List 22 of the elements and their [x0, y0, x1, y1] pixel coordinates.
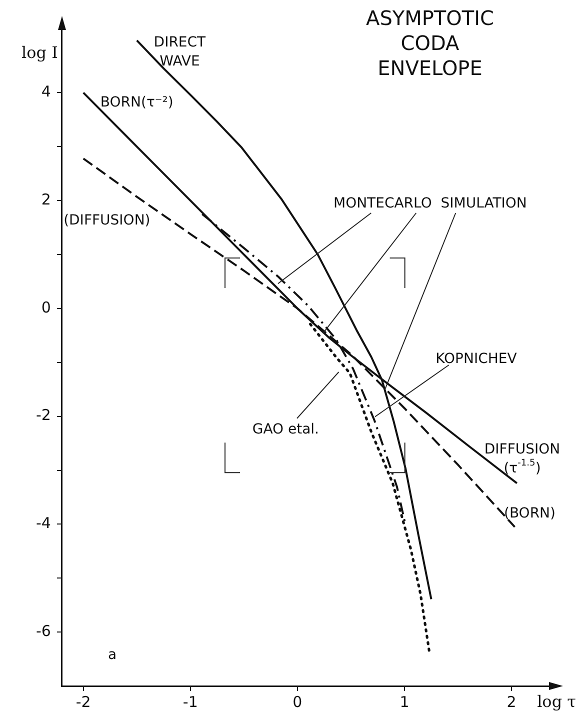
x-tick-label: 0 — [292, 692, 302, 711]
annotation: DIRECT WAVE — [154, 34, 206, 70]
y-tick-label: 4 — [41, 82, 51, 101]
y-tick-label: 2 — [41, 190, 51, 208]
y-tick-label: -2 — [36, 406, 51, 424]
y-tick-label: -6 — [36, 622, 51, 640]
annotation: (BORN) — [504, 506, 556, 522]
x-tick-label: -2 — [76, 692, 91, 711]
annotation: BORN(τ⁻²) — [100, 94, 174, 111]
annotation: a — [108, 646, 117, 663]
y-axis-title: log I — [22, 43, 58, 62]
x-tick-label: -1 — [182, 692, 198, 711]
annotation: MONTECARLO SIMULATION — [333, 195, 527, 212]
annotation: GAO etal. — [252, 421, 320, 438]
x-axis-title: log τ — [537, 692, 576, 712]
x-tick-label: 2 — [506, 692, 516, 711]
y-tick-label: -4 — [36, 514, 51, 532]
y-tick-label: 0 — [41, 298, 51, 316]
x-tick-label: 1 — [400, 692, 410, 711]
annotation: (DIFFUSION) — [64, 212, 150, 229]
chart-title: ASYMPTOTIC CODA ENVELOPE — [365, 6, 495, 81]
annotation: KOPNICHEV — [436, 350, 518, 367]
